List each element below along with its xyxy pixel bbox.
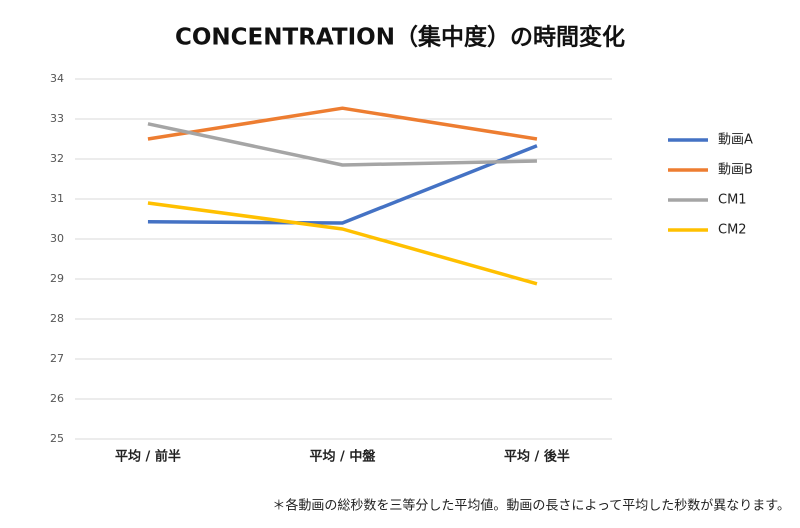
y-tick-label: 28 [50,312,64,325]
series-line [147,201,538,286]
y-tick-label: 31 [50,192,64,205]
legend-label: CM1 [718,193,747,208]
series-line [147,106,538,141]
y-tick-label: 27 [50,352,64,365]
y-tick-label: 32 [50,152,64,165]
legend-label: 動画B [718,163,753,178]
annotation: ＊各動画の総秒数を三等分した平均値。動画の長さによって平均した秒数が異なります。 [272,498,790,514]
y-tick-label: 26 [50,392,64,405]
y-tick-label: 33 [50,112,64,125]
x-tick-label: 平均 / 中盤 [310,449,377,465]
y-tick-label: 29 [50,272,64,285]
series-line [147,144,538,225]
y-tick-label: 25 [50,432,64,445]
legend-label: CM2 [718,223,747,238]
x-tick-label: 平均 / 後半 [504,449,570,465]
y-tick-label: 34 [50,72,64,85]
y-tick-label: 30 [50,232,64,245]
chart-title: CONCENTRATION（集中度）の時間変化 [175,24,625,51]
legend-label: 動画A [718,133,753,148]
series-line [147,122,537,167]
x-tick-label: 平均 / 前半 [115,449,181,465]
